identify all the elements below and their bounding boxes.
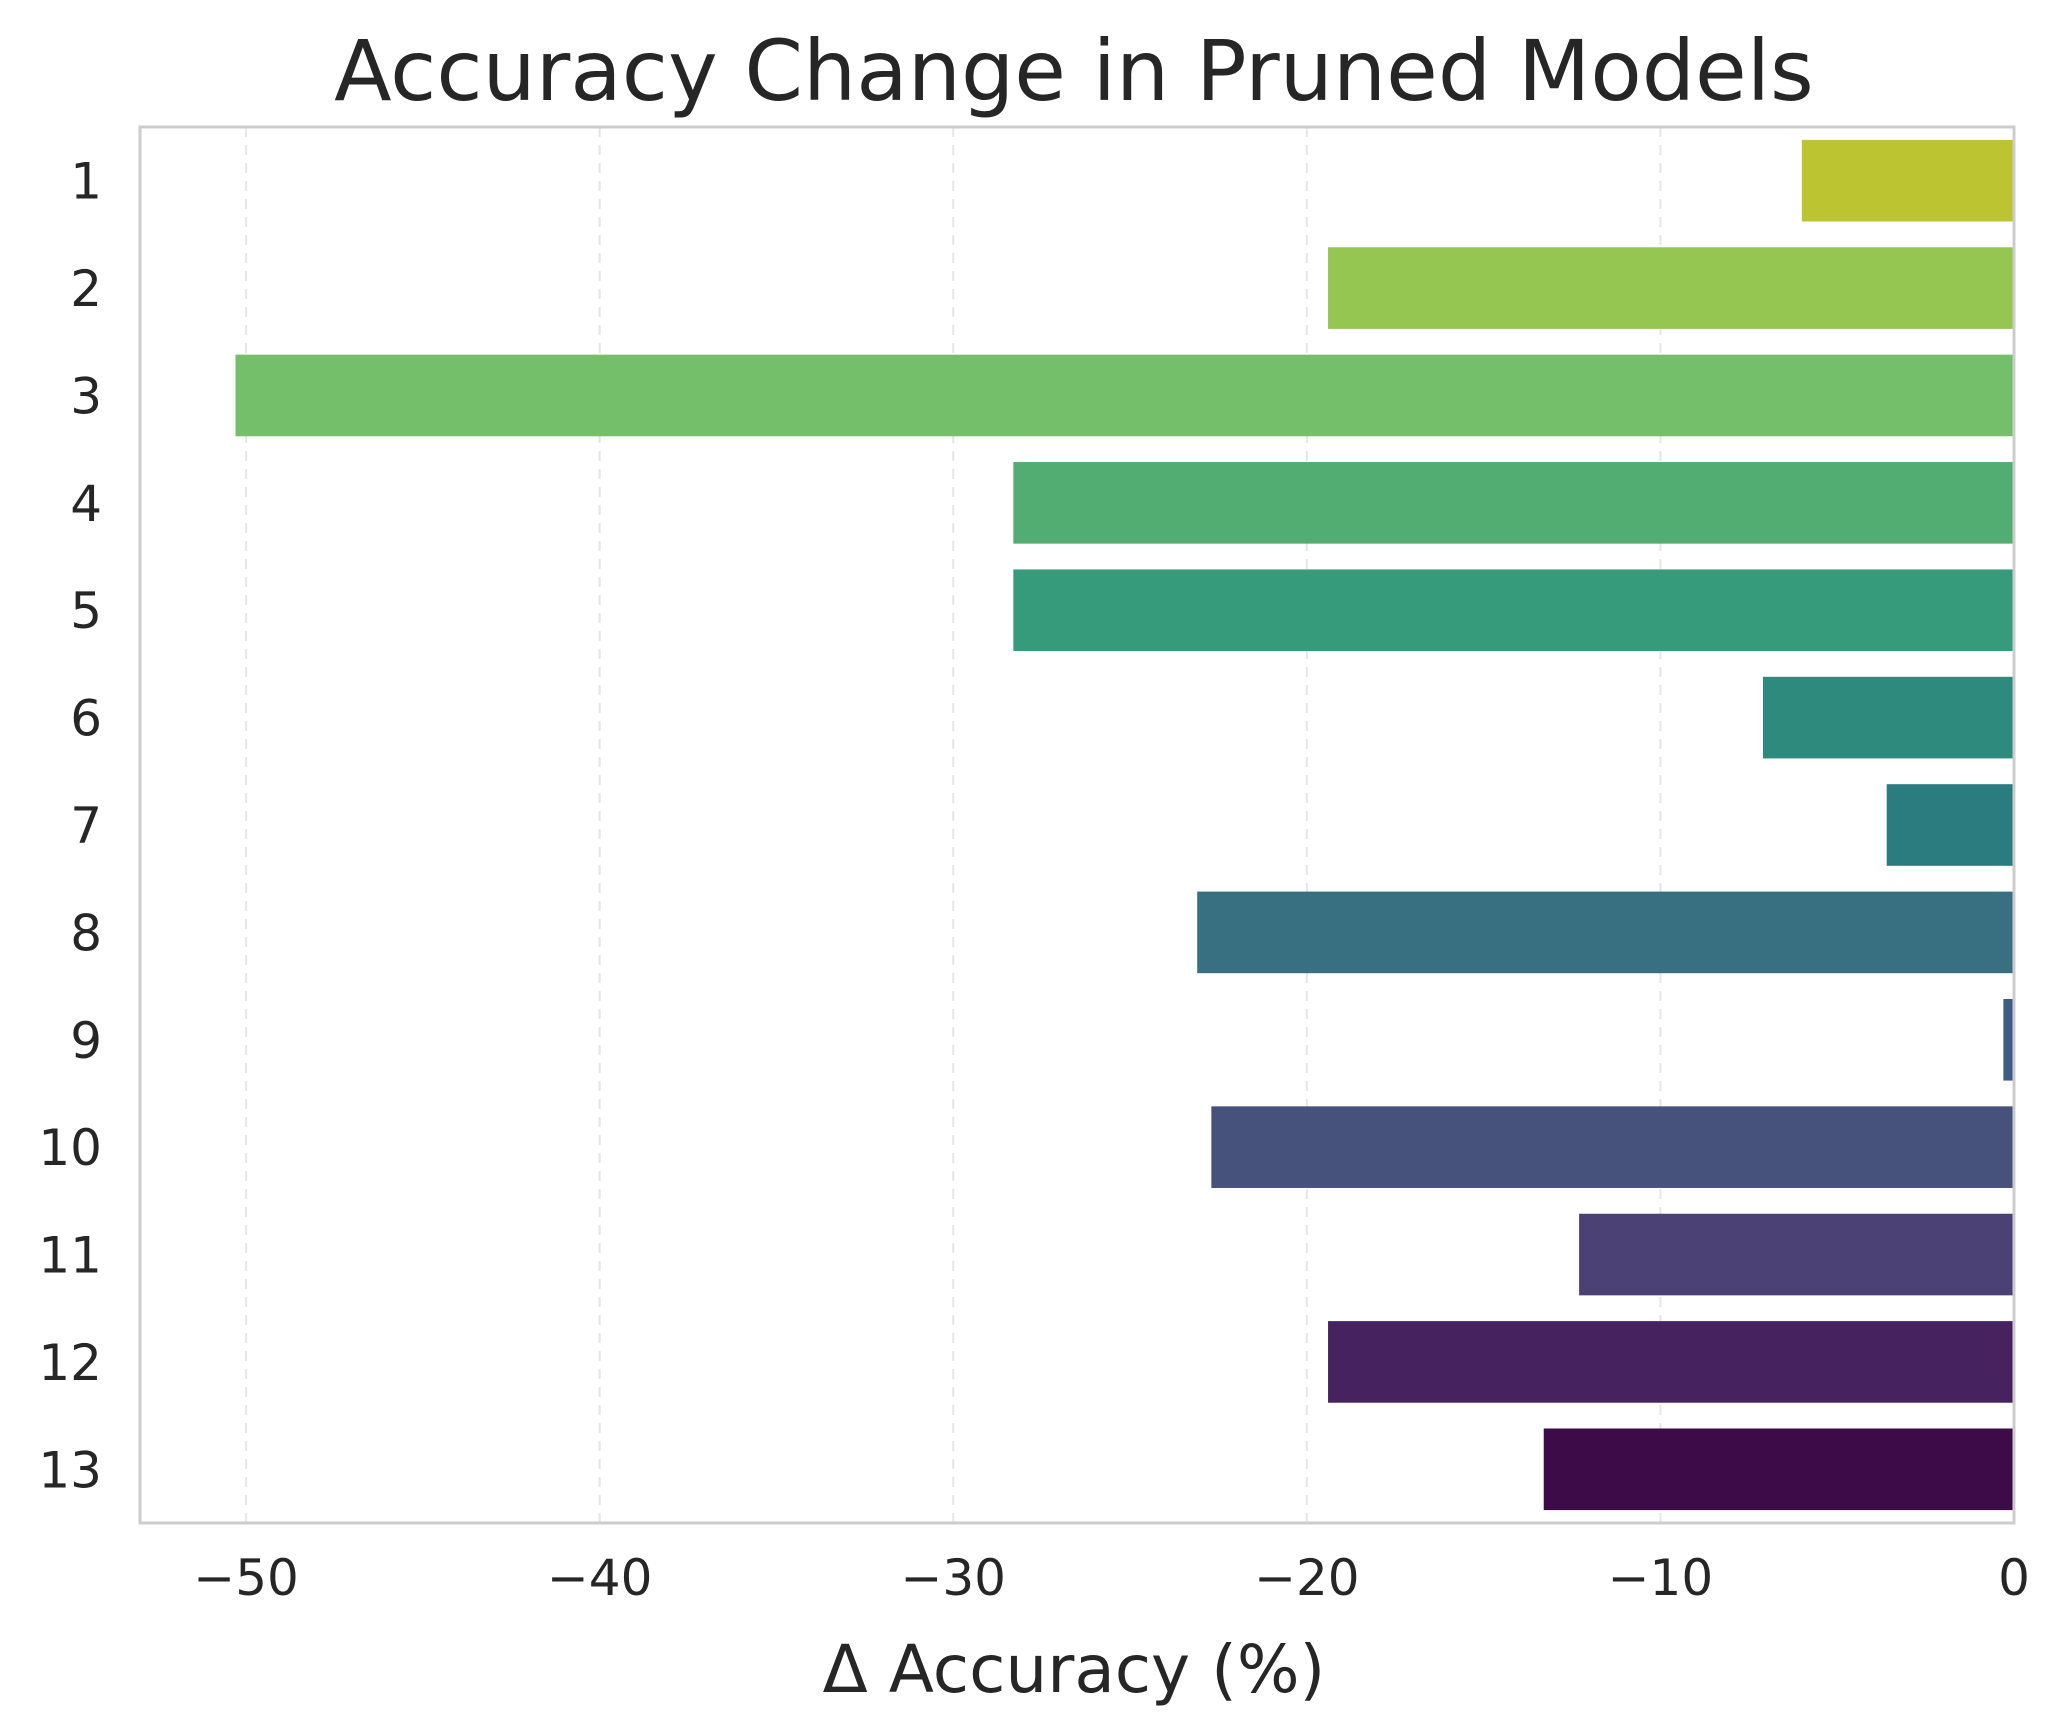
bar-8 — [1197, 891, 2014, 974]
x-tick-label: −50 — [193, 1549, 299, 1607]
bar-12 — [1328, 1321, 2014, 1403]
y-tick-label: 2 — [70, 260, 102, 318]
bar-4 — [1013, 462, 2014, 544]
x-axis-label: Δ Accuracy (%) — [823, 1631, 1326, 1708]
bar-10 — [1211, 1106, 2014, 1188]
bar-9 — [2003, 998, 2014, 1081]
bar-6 — [1762, 676, 2014, 759]
y-tick-label: 11 — [38, 1227, 102, 1285]
plot-frame — [138, 125, 2016, 1525]
y-tick-label: 7 — [70, 797, 102, 855]
bar-1 — [1801, 139, 2014, 222]
y-tick-label: 9 — [70, 1012, 102, 1070]
x-gridlines — [245, 127, 1662, 1523]
y-tick-label: 12 — [38, 1334, 102, 1392]
x-tick-label: −20 — [1254, 1549, 1360, 1607]
bars — [235, 139, 2015, 1511]
y-tick-label: 3 — [70, 367, 102, 425]
bar-11 — [1579, 1213, 2014, 1296]
y-tick-label: 10 — [38, 1119, 102, 1177]
y-tick-label: 8 — [70, 904, 102, 962]
x-tick-label: −40 — [547, 1549, 653, 1607]
y-tick-label: 5 — [70, 582, 102, 640]
y-tick-label: 13 — [38, 1441, 102, 1499]
y-tick-label: 6 — [70, 690, 102, 748]
x-tick-label: 0 — [1998, 1549, 2030, 1607]
chart-title: Accuracy Change in Pruned Models — [334, 22, 1814, 120]
y-tick-label: 1 — [70, 153, 102, 211]
bar-2 — [1328, 247, 2014, 329]
x-tick-labels: −50 −40 −30 −20 −10 0 — [193, 1549, 2030, 1607]
x-tick-label: −30 — [900, 1549, 1006, 1607]
bar-13 — [1543, 1428, 2014, 1511]
bar-7 — [1886, 784, 2014, 866]
y-tick-label: 4 — [70, 475, 102, 533]
bar-5 — [1013, 569, 2014, 652]
x-tick-label: −10 — [1608, 1549, 1714, 1607]
bar-3 — [235, 354, 2015, 437]
